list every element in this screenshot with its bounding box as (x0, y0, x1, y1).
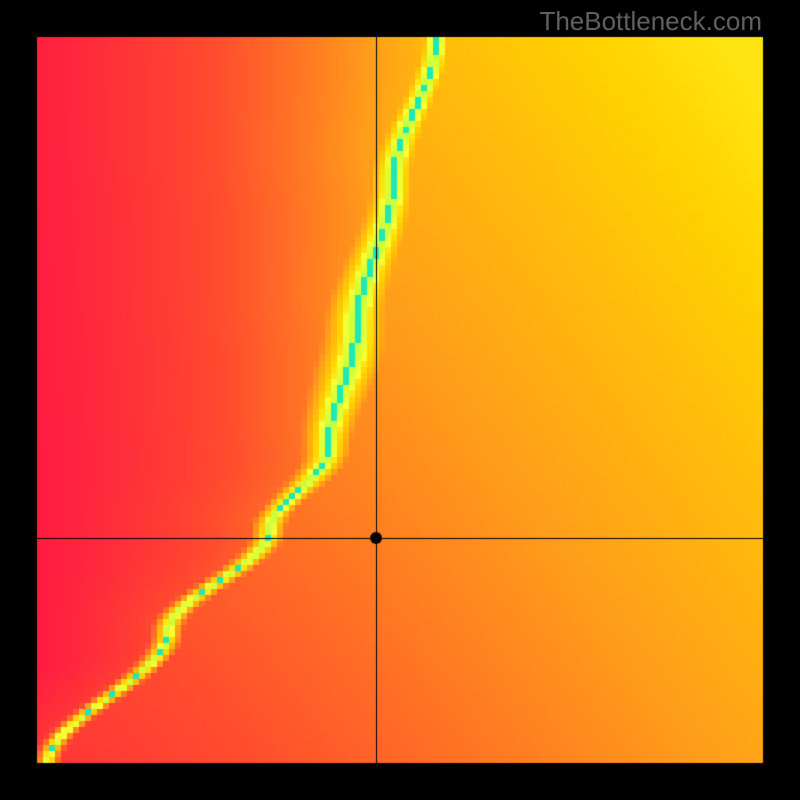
heatmap-canvas (0, 0, 800, 800)
chart-container: TheBottleneck.com (0, 0, 800, 800)
watermark-label: TheBottleneck.com (539, 6, 762, 37)
